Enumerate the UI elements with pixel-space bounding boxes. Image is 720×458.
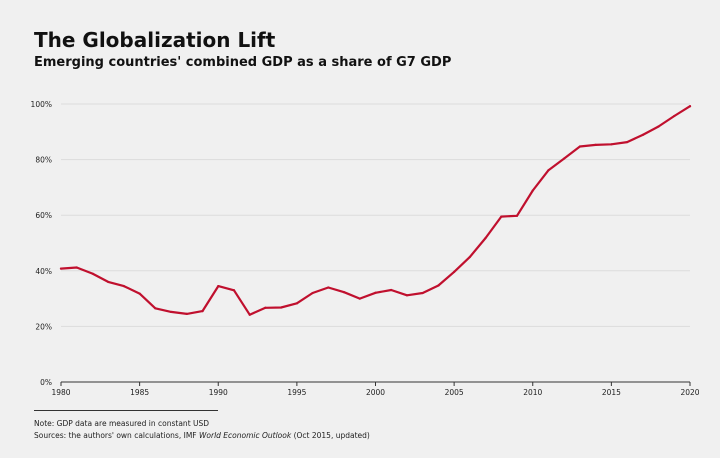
series-line (59, 105, 692, 316)
data-point (641, 133, 644, 136)
x-tick-label: 1980 (51, 388, 70, 397)
data-point (484, 236, 487, 240)
y-tick-label: 80% (35, 156, 52, 165)
data-point (453, 270, 456, 274)
data-point (374, 291, 377, 294)
x-tick-label: 1985 (130, 388, 149, 397)
grid-lines (61, 103, 690, 327)
data-point (437, 284, 440, 287)
data-point (295, 302, 298, 305)
sources-publication: World Economic Outlook (198, 431, 292, 440)
data-point (358, 297, 361, 300)
data-point (201, 310, 204, 313)
y-tick-label: 0% (40, 378, 52, 387)
data-point (169, 310, 173, 314)
y-axis-tick-labels: 0% 20% 40% 60% 80% 100% (31, 100, 52, 387)
x-tick-label: 1990 (209, 388, 228, 397)
data-point (468, 255, 471, 258)
y-tick-label: 20% (35, 322, 52, 331)
data-point (390, 288, 393, 292)
data-point (311, 291, 314, 295)
chart-subtitle: Emerging countries' combined GDP as a sh… (34, 55, 452, 70)
data-point (673, 114, 676, 118)
x-tick-label: 2000 (366, 388, 385, 397)
data-point (75, 266, 78, 269)
data-point (547, 169, 550, 172)
x-tick-label: 2005 (445, 388, 464, 397)
data-point (122, 284, 125, 288)
data-point (688, 105, 692, 108)
data-point (280, 306, 283, 309)
data-point (138, 292, 141, 295)
x-axis-tick-labels: 1980 1985 1990 1995 2000 2005 2010 2015 2020 (51, 388, 699, 397)
data-point (248, 313, 251, 316)
y-tick-label: 60% (35, 211, 52, 220)
sources-prefix: Sources: the authors' own calculations, … (34, 431, 199, 440)
data-point (500, 215, 503, 218)
series-layer (59, 105, 692, 316)
x-axis (60, 381, 691, 386)
data-point (59, 267, 63, 270)
data-point (421, 291, 424, 295)
footnote-note: Note: GDP data are measured in constant … (34, 419, 210, 428)
y-tick-label: 40% (35, 267, 52, 276)
x-tick-label: 2015 (602, 388, 621, 397)
data-point (626, 140, 629, 144)
data-point (264, 306, 267, 309)
chart-title: The Globalization Lift (34, 28, 276, 52)
data-point (610, 143, 613, 146)
footnote-sources: Sources: the authors' own calculations, … (34, 431, 370, 440)
x-tick-label: 1995 (287, 388, 306, 397)
data-point (327, 286, 330, 289)
footnote-divider (34, 410, 218, 411)
data-point (563, 157, 566, 160)
data-point (91, 272, 94, 275)
y-tick-label: 100% (31, 100, 52, 109)
data-point (232, 289, 236, 292)
data-point (531, 189, 534, 192)
data-point (185, 312, 188, 315)
data-point (657, 125, 660, 128)
data-point (594, 143, 597, 146)
x-tick-label: 2020 (680, 388, 699, 397)
data-point (107, 280, 110, 284)
data-point (154, 307, 157, 310)
data-point (515, 214, 519, 217)
sources-suffix: (Oct 2015, updated) (291, 431, 370, 440)
data-point (578, 145, 582, 148)
x-tick-label: 2010 (523, 388, 542, 397)
data-point (405, 294, 409, 297)
data-point (342, 291, 346, 294)
data-point (217, 284, 220, 288)
